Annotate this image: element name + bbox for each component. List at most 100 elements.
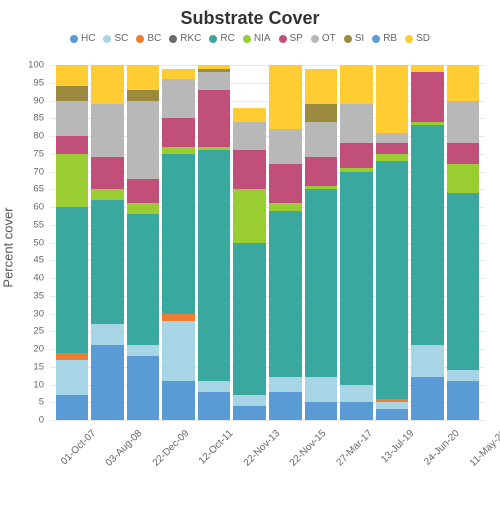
bar-segment	[127, 356, 160, 420]
bar-group	[233, 65, 266, 420]
bar-segment	[56, 360, 89, 396]
bar-segment	[162, 314, 195, 321]
bar-segment	[376, 133, 409, 144]
bar-segment	[233, 122, 266, 150]
bar-segment	[233, 189, 266, 242]
legend-label: SI	[355, 33, 364, 44]
plot-area	[50, 65, 485, 420]
bar-segment	[127, 214, 160, 345]
y-axis: 0510152025303540455055606570758085909510…	[0, 65, 48, 420]
y-tick: 10	[33, 379, 44, 390]
bar-segment	[376, 409, 409, 420]
legend-label: RC	[220, 33, 234, 44]
bar-segment	[56, 136, 89, 154]
legend-item: SI	[344, 33, 364, 44]
bar-group	[411, 65, 444, 420]
bar-group	[127, 65, 160, 420]
bar-segment	[376, 143, 409, 154]
legend-item: HC	[70, 33, 95, 44]
legend-item: RB	[372, 33, 397, 44]
bar-segment	[127, 90, 160, 101]
bar-segment	[411, 377, 444, 420]
bar-segment	[411, 125, 444, 345]
bar-segment	[447, 164, 480, 192]
x-axis: 01-Oct-0703-Aug-0822-Dec-0912-Oct-1122-N…	[50, 422, 485, 492]
legend-item: SP	[279, 33, 303, 44]
legend-item: RC	[209, 33, 234, 44]
bar-group	[305, 65, 338, 420]
bar-group	[56, 65, 89, 420]
bar-segment	[162, 154, 195, 314]
legend-item: RKC	[169, 33, 201, 44]
bar-segment	[56, 353, 89, 360]
bar-segment	[269, 65, 302, 129]
y-tick: 55	[33, 219, 44, 230]
y-tick: 45	[33, 255, 44, 266]
bar-stacks	[50, 65, 485, 420]
y-tick: 30	[33, 308, 44, 319]
bar-segment	[447, 143, 480, 164]
y-tick: 20	[33, 344, 44, 355]
legend-swatch	[311, 35, 319, 43]
bar-segment	[91, 65, 124, 104]
bar-group	[269, 65, 302, 420]
legend-swatch	[103, 35, 111, 43]
y-tick: 85	[33, 113, 44, 124]
bar-group	[376, 65, 409, 420]
legend-label: RKC	[180, 33, 201, 44]
y-tick: 75	[33, 148, 44, 159]
y-tick: 40	[33, 273, 44, 284]
bar-segment	[340, 385, 373, 403]
bar-segment	[56, 65, 89, 86]
bar-segment	[162, 381, 195, 420]
bar-segment	[91, 157, 124, 189]
legend-item: SC	[103, 33, 128, 44]
y-tick: 35	[33, 290, 44, 301]
bar-segment	[340, 143, 373, 168]
bar-segment	[447, 381, 480, 420]
bar-segment	[269, 203, 302, 210]
bar-segment	[376, 161, 409, 399]
bar-segment	[91, 104, 124, 157]
bar-segment	[198, 72, 231, 90]
bar-segment	[376, 402, 409, 409]
y-tick: 80	[33, 131, 44, 142]
bar-segment	[305, 69, 338, 105]
bar-segment	[198, 392, 231, 420]
y-tick: 95	[33, 77, 44, 88]
bar-segment	[269, 392, 302, 420]
y-tick: 60	[33, 202, 44, 213]
legend-swatch	[405, 35, 413, 43]
bar-segment	[56, 154, 89, 207]
grid-line	[50, 420, 485, 421]
bar-segment	[233, 150, 266, 189]
legend-swatch	[169, 35, 177, 43]
legend-item: NIA	[243, 33, 271, 44]
bar-segment	[198, 150, 231, 381]
bar-group	[91, 65, 124, 420]
bar-segment	[305, 402, 338, 420]
bar-segment	[127, 179, 160, 204]
legend-item: BC	[136, 33, 161, 44]
bar-segment	[269, 377, 302, 391]
bar-segment	[198, 381, 231, 392]
y-tick: 15	[33, 361, 44, 372]
bar-segment	[411, 345, 444, 377]
legend-swatch	[243, 35, 251, 43]
bar-segment	[127, 101, 160, 179]
bar-segment	[340, 65, 373, 104]
bar-segment	[56, 101, 89, 137]
legend-swatch	[372, 35, 380, 43]
bar-segment	[198, 90, 231, 147]
bar-segment	[447, 193, 480, 371]
chart-title: Substrate Cover	[0, 0, 500, 29]
bar-group	[162, 65, 195, 420]
bar-segment	[305, 377, 338, 402]
bar-segment	[233, 243, 266, 396]
bar-segment	[127, 345, 160, 356]
substrate-cover-chart: Substrate Cover HCSCBCRKCRCNIASPOTSIRBSD…	[0, 0, 500, 500]
bar-segment	[162, 321, 195, 381]
legend-swatch	[209, 35, 217, 43]
bar-segment	[447, 370, 480, 381]
bar-segment	[162, 69, 195, 80]
